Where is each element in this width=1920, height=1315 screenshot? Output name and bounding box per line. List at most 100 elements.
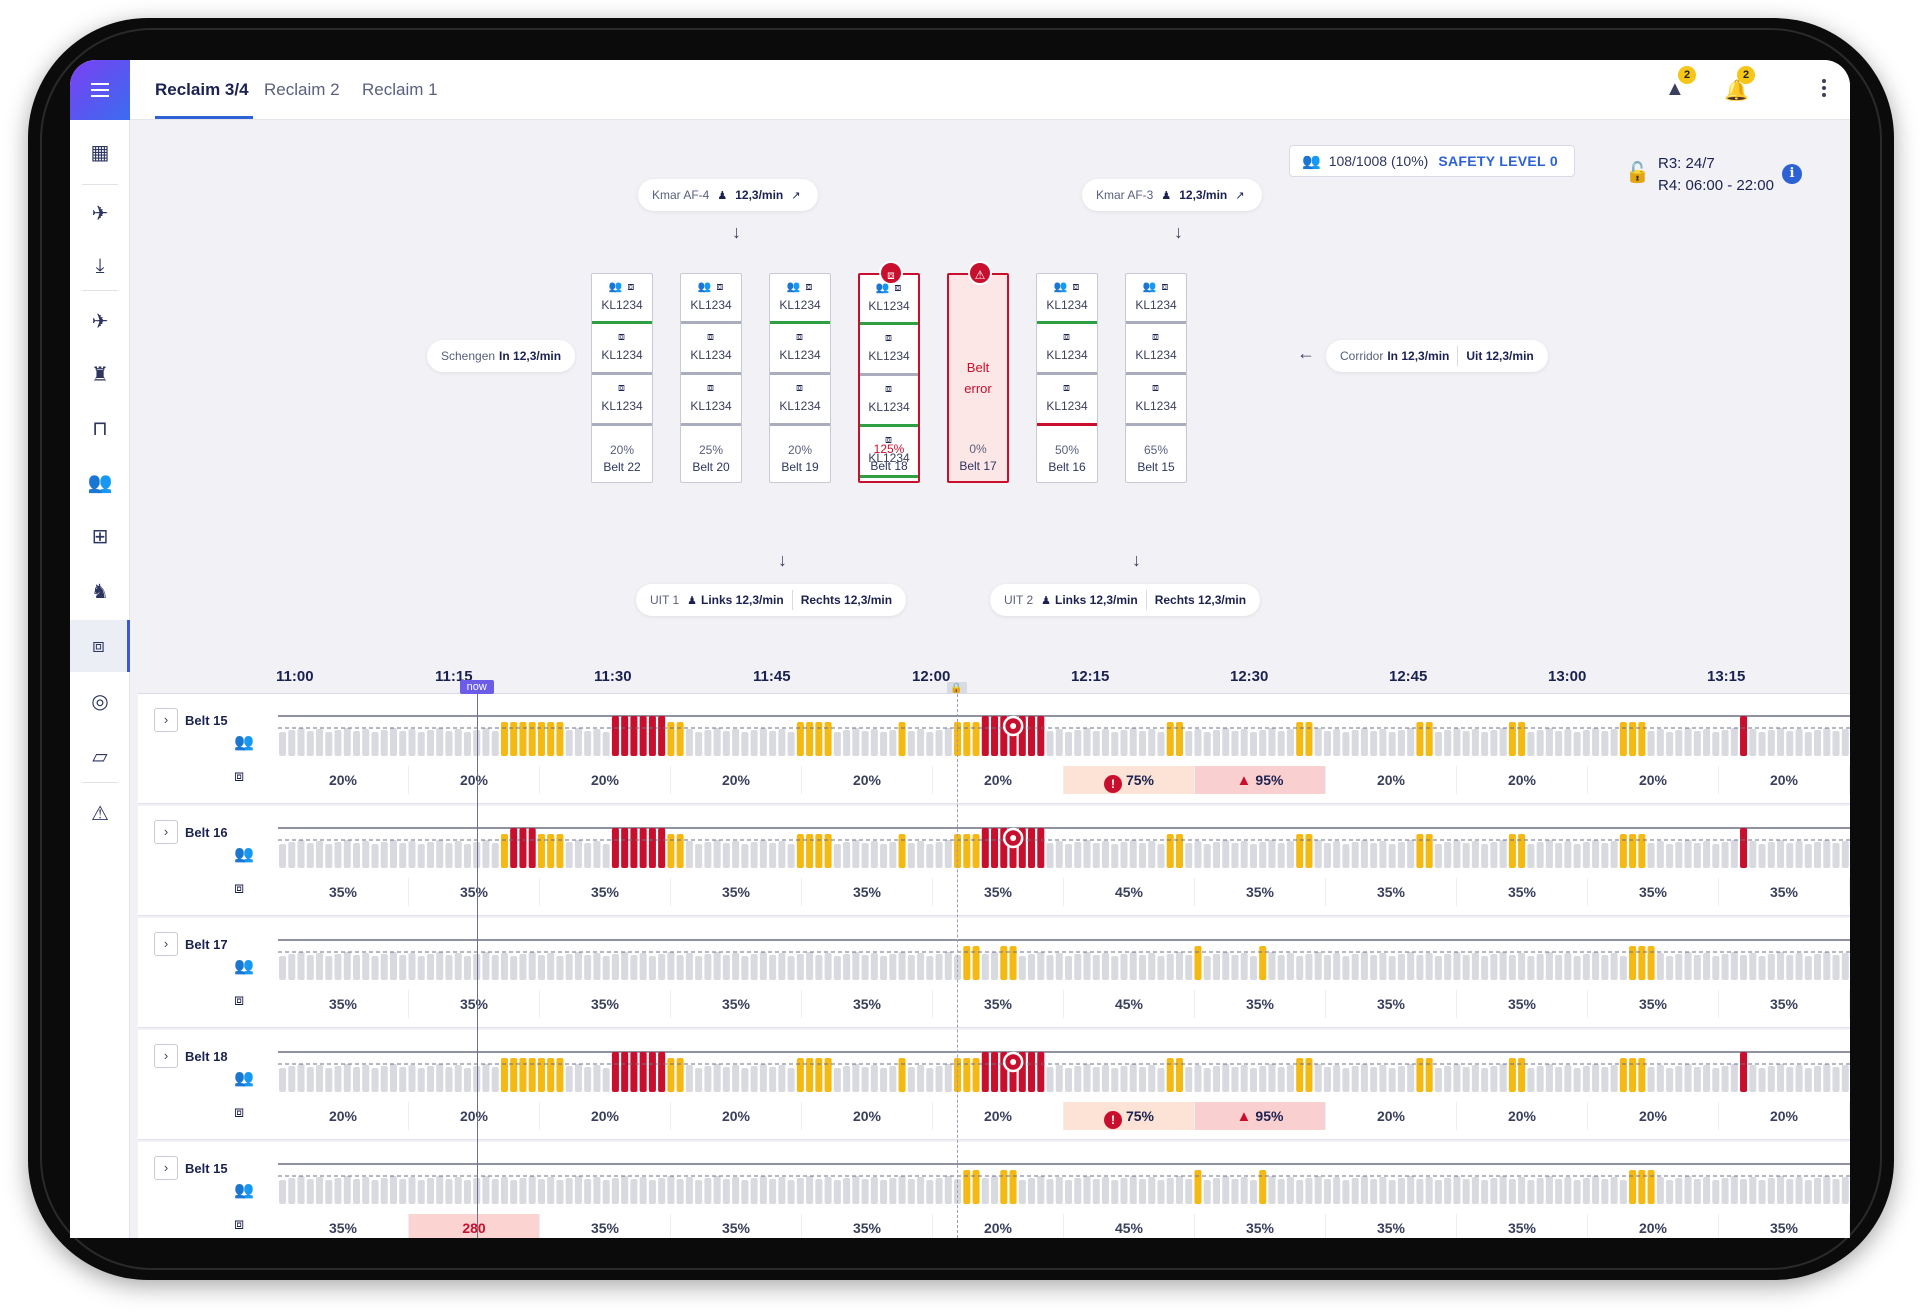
arrivals-icon[interactable]: ⤓: [95, 254, 105, 277]
flow-kmar-af4[interactable]: Kmar AF-4 ♟ 12,3/min ↗: [638, 179, 819, 211]
load-bar: [824, 1177, 832, 1204]
belt-slot: 👥 ⧈ KL1234: [860, 275, 918, 325]
belt-card-belt-19[interactable]: 👥 ⧈ KL1234 ⧈ KL1234 ⧈ KL1234 20% Belt 19: [769, 273, 831, 483]
load-bar: [1758, 1180, 1766, 1204]
load-bar: [1647, 1067, 1655, 1092]
load-percent-cell[interactable]: ▲ 95%: [1195, 1102, 1326, 1130]
flow-kmar-af3[interactable]: Kmar AF-3 ♟ 12,3/min ↗: [1082, 179, 1263, 211]
load-percent-value: 20%: [1638, 772, 1668, 788]
tab-reclaim-2[interactable]: Reclaim 2: [264, 80, 340, 99]
load-bar: [1693, 1067, 1701, 1092]
load-percent-value: 35%: [459, 884, 489, 900]
info-icon[interactable]: i: [1782, 164, 1802, 184]
reclaim-icon[interactable]: ⧈: [70, 620, 130, 672]
safety-level: SAFETY LEVEL 0: [1438, 153, 1558, 169]
belt-card-belt-20[interactable]: 👥 ⧈ KL1234 ⧈ KL1234 ⧈ KL1234 25% Belt 20: [680, 273, 742, 483]
load-bar: [907, 955, 915, 980]
load-bar: [732, 1065, 740, 1092]
map-icon[interactable]: ▱: [92, 745, 108, 768]
flow-corridor[interactable]: Corridor In 12,3/min Uit 12,3/min: [1326, 340, 1548, 372]
load-bar: [1804, 844, 1812, 868]
load-bar: [1462, 955, 1470, 980]
flow-schengen[interactable]: Schengen In 12,3/min: [427, 340, 576, 372]
load-bar: [1527, 956, 1535, 980]
load-bar: [1592, 1064, 1600, 1092]
load-bar: [722, 1179, 730, 1204]
load-bar: [1333, 1177, 1341, 1204]
load-bar: [519, 828, 527, 868]
plane-icon[interactable]: ✈: [91, 310, 109, 333]
load-percent-cell: 35%: [1719, 878, 1850, 906]
load-bar: [1481, 1180, 1489, 1204]
tower-icon[interactable]: ♜: [91, 363, 109, 386]
belt-card-belt-18[interactable]: ⧈ 👥 ⧈ KL1234 ⧈ KL1234 ⧈ KL1234 ⧈ KL1234 125% Belt …: [858, 261, 920, 483]
load-bar: [1101, 729, 1110, 756]
load-bar: [1175, 1058, 1184, 1092]
belt-footer: 125% Belt 18: [860, 441, 918, 475]
belt-card-belt-15[interactable]: 👥 ⧈ KL1234 ⧈ KL1234 ⧈ KL1234 65% Belt 15: [1125, 273, 1187, 483]
departures-icon[interactable]: ✈: [91, 202, 109, 225]
expand-row-button[interactable]: ›: [154, 708, 178, 732]
warning-triangle-icon[interactable]: ▲: [1665, 78, 1685, 100]
load-bar: [1157, 844, 1165, 868]
load-bar: [621, 1176, 629, 1204]
flight-number: KL1234: [1046, 399, 1088, 413]
load-percent-value: 35%: [590, 884, 620, 900]
load-bar: [1721, 1066, 1729, 1092]
passengers-icon[interactable]: 👥: [87, 471, 113, 494]
expand-row-button[interactable]: ›: [154, 1044, 178, 1068]
tab-reclaim-1[interactable]: Reclaim 1: [362, 80, 438, 99]
load-percent-cell[interactable]: ▲ 95%: [1195, 766, 1326, 794]
load-percent-cell[interactable]: ! 75%: [1064, 766, 1195, 794]
more-options-icon[interactable]: [1822, 79, 1826, 83]
flow-uit2[interactable]: UIT 2 ♟ Links 12,3/min Rechts 12,3/min: [990, 584, 1261, 616]
load-bar: [1351, 842, 1359, 868]
expand-row-button[interactable]: ›: [154, 1156, 178, 1180]
load-bar: [796, 1058, 804, 1092]
radar-icon[interactable]: ◎: [91, 690, 109, 713]
load-bar: [722, 731, 730, 756]
bell-icon[interactable]: 🔔: [1724, 80, 1749, 102]
security-icon[interactable]: ⊞: [91, 525, 109, 548]
expand-row-button[interactable]: ›: [154, 820, 178, 844]
load-bar: [676, 955, 684, 980]
load-bar: [1425, 1177, 1433, 1204]
time-label: 11:45: [753, 668, 791, 685]
load-bar: [1582, 1066, 1590, 1092]
tab-reclaim-3-4[interactable]: Reclaim 3/4: [155, 80, 249, 99]
load-bar: [1527, 1180, 1535, 1204]
people-icon: 👥: [1302, 153, 1321, 170]
flow-uit1[interactable]: UIT 1 ♟ Links 12,3/min Rechts 12,3/min: [636, 584, 907, 616]
load-percent-cell[interactable]: 280: [409, 1214, 540, 1238]
load-bar: [380, 954, 388, 980]
load-bar: [1231, 1179, 1239, 1204]
load-bar: [667, 1176, 675, 1204]
load-bar: [1407, 728, 1415, 756]
load-bar: [1434, 1068, 1442, 1092]
dashboard-icon[interactable]: ▦: [90, 141, 110, 164]
load-percent-cell[interactable]: ! 75%: [1064, 1102, 1195, 1130]
load-bar: [297, 952, 305, 980]
menu-button[interactable]: [70, 60, 130, 120]
load-bar: [981, 1178, 989, 1204]
passengers-icon: 👥: [234, 1070, 254, 1087]
load-bar: [362, 1177, 370, 1204]
belt-card-belt-22[interactable]: 👥 ⧈ KL1234 ⧈ KL1234 ⧈ KL1234 20% Belt 22: [591, 273, 653, 483]
belt-card-belt-16[interactable]: 👥 ⧈ KL1234 ⧈ KL1234 ⧈ KL1234 50% Belt 16: [1036, 273, 1098, 483]
load-bar: [704, 842, 712, 868]
expand-row-button[interactable]: ›: [154, 932, 178, 956]
customs-icon[interactable]: ♞: [91, 580, 109, 603]
load-bar: [1388, 844, 1396, 868]
load-percent-value: 35%: [1376, 884, 1406, 900]
load-percent-value: 20%: [1376, 772, 1406, 788]
passenger-baggage-icons: ⧈: [885, 332, 893, 344]
load-bar: [1730, 1064, 1738, 1092]
load-bar: [1157, 1068, 1165, 1092]
load-bar: [639, 1052, 647, 1092]
load-bar: [1360, 1064, 1368, 1092]
belt-card-belt-17[interactable]: ⚠ Belt error 0% Belt 17: [947, 261, 1009, 483]
flight-number: KL1234: [868, 400, 910, 414]
gate-icon[interactable]: ⊓: [92, 417, 108, 440]
time-label: 11:30: [594, 668, 632, 685]
warning-icon[interactable]: ⚠: [91, 802, 109, 825]
